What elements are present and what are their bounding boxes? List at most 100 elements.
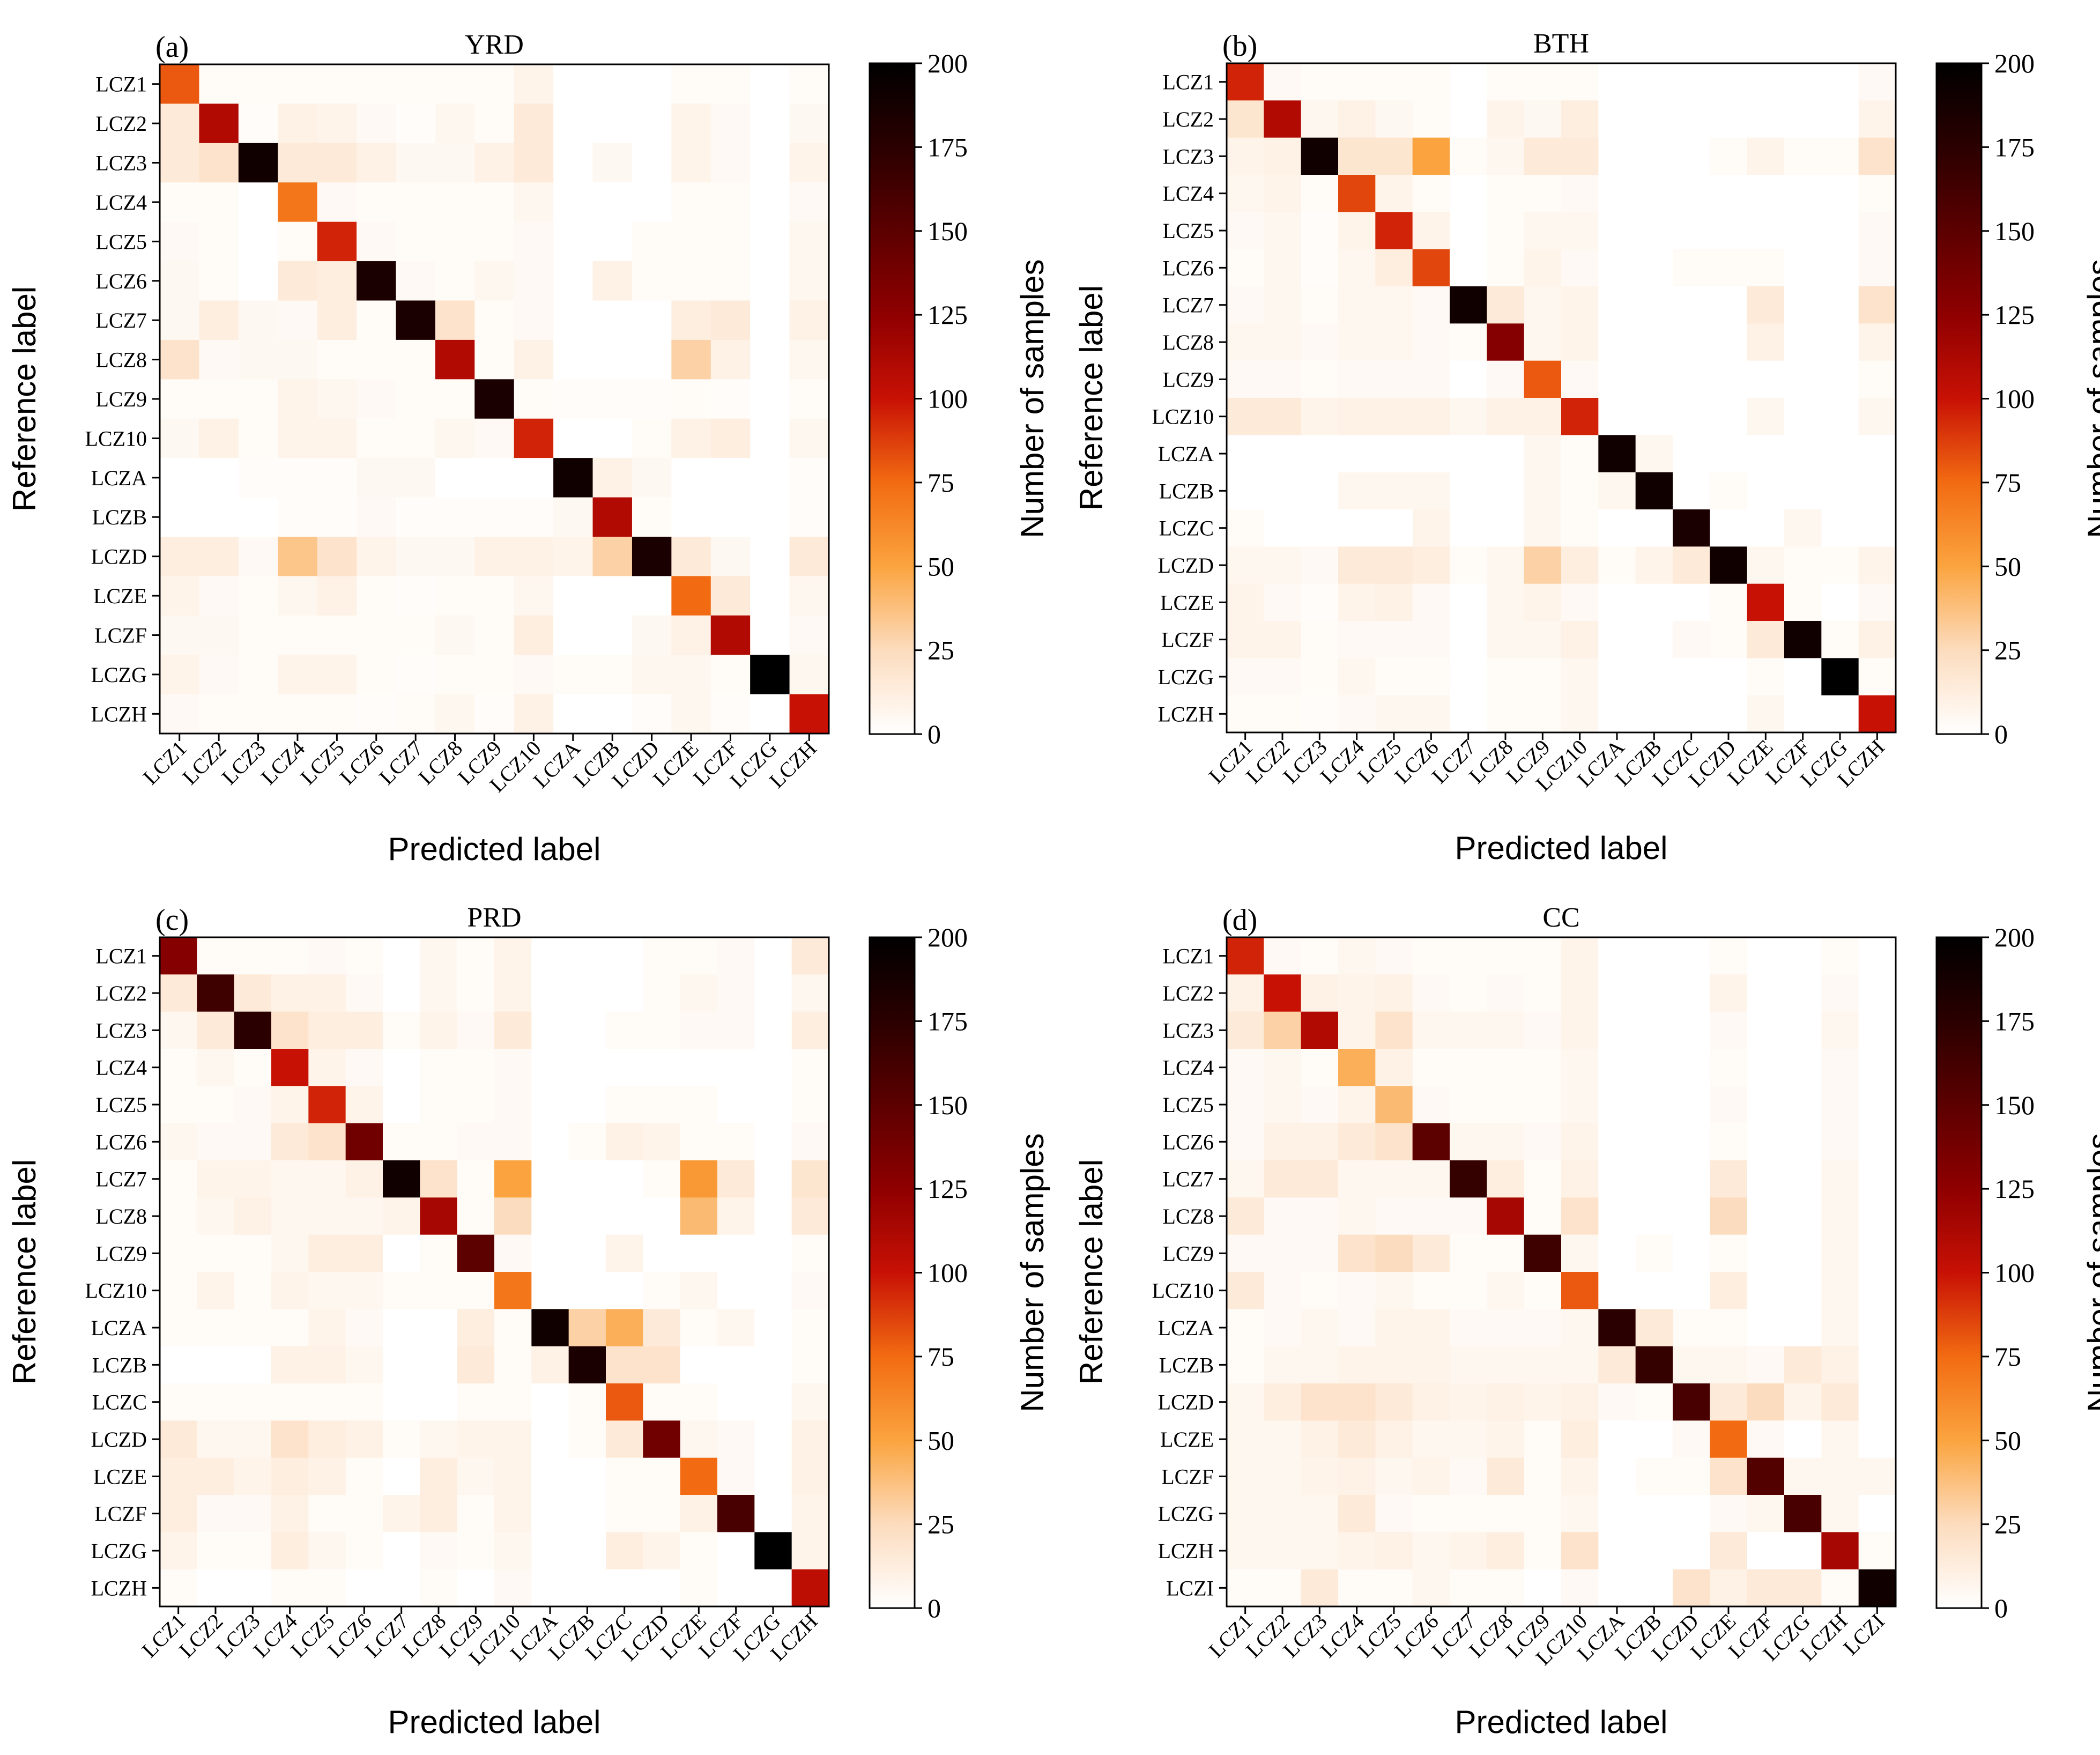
heatmap-cell	[643, 974, 681, 1012]
y-tick-label: LCZ4	[95, 1056, 147, 1080]
heatmap-cell	[271, 1049, 309, 1086]
heatmap-cell	[791, 1011, 829, 1049]
heatmap-cell	[1412, 1234, 1450, 1272]
heatmap-cell	[791, 1272, 829, 1309]
heatmap-cell	[1561, 137, 1599, 175]
heatmap-cell	[1561, 435, 1599, 473]
heatmap-cell	[592, 182, 633, 223]
heatmap-cell	[1375, 937, 1413, 975]
heatmap-cell	[1747, 1272, 1785, 1309]
x-tick-label: LCZ3	[217, 736, 270, 789]
heatmap-cell	[1673, 175, 1710, 212]
heatmap-cell	[1561, 1495, 1599, 1532]
colorbar-tick-label: 50	[1994, 1425, 2021, 1455]
y-tick-label: LCZB	[92, 505, 147, 529]
y-tick-label: LCZ5	[1162, 1093, 1214, 1117]
heatmap-cell	[514, 221, 554, 262]
heatmap-cell	[1338, 100, 1376, 138]
heatmap-cell	[1487, 695, 1525, 733]
heatmap-cell	[606, 1532, 643, 1570]
heatmap-cell	[710, 655, 751, 695]
heatmap-cell	[1450, 1495, 1487, 1532]
heatmap-cell	[1301, 360, 1339, 398]
heatmap-cell	[160, 1569, 197, 1607]
heatmap-cell	[1561, 695, 1599, 733]
heatmap-cell	[435, 458, 475, 498]
heatmap-cell	[1561, 1086, 1599, 1124]
heatmap-cell	[494, 1272, 532, 1309]
heatmap-cell	[308, 1049, 346, 1086]
heatmap-cell	[396, 458, 436, 498]
heatmap-cell	[592, 143, 633, 183]
heatmap-cell	[592, 497, 633, 537]
y-tick-label: LCZF	[1161, 1464, 1214, 1489]
heatmap-cell	[197, 1420, 235, 1458]
heatmap-cell	[592, 103, 633, 144]
heatmap-cell	[345, 937, 383, 975]
heatmap-cell	[671, 182, 711, 223]
heatmap-cell	[1635, 546, 1673, 584]
heatmap-cell	[457, 1086, 495, 1124]
heatmap-cell	[1264, 546, 1302, 584]
heatmap-cell	[1487, 212, 1525, 250]
heatmap-cell	[1338, 360, 1376, 398]
heatmap-cell	[1784, 1086, 1822, 1124]
heatmap-cell	[754, 1197, 792, 1235]
plot-frame	[159, 936, 830, 1608]
heatmap-cell	[1524, 1197, 1562, 1235]
heatmap-cell	[1635, 621, 1673, 658]
heatmap-cell	[1264, 974, 1302, 1012]
heatmap-cell	[278, 576, 318, 616]
heatmap-cell	[1821, 175, 1859, 212]
heatmap-cell	[457, 937, 495, 975]
heatmap-cell	[1375, 974, 1413, 1012]
heatmap-cell	[531, 1346, 569, 1384]
heatmap-cell	[1524, 1532, 1562, 1570]
heatmap-cell	[474, 536, 515, 576]
heatmap-cell	[420, 1346, 458, 1384]
heatmap-cell	[514, 339, 554, 380]
heatmap-cell	[1412, 435, 1450, 473]
heatmap-cell	[1598, 546, 1636, 584]
heatmap-cell	[1635, 1420, 1673, 1458]
heatmap-cell	[568, 1086, 606, 1124]
heatmap-cell	[1747, 621, 1785, 658]
heatmap-cell	[317, 64, 357, 105]
heatmap-cell	[1227, 286, 1264, 324]
colorbar-tick-label: 50	[927, 551, 954, 581]
heatmap-cell	[1673, 937, 1710, 975]
heatmap-cell	[791, 1420, 829, 1458]
heatmap-cell	[197, 1197, 235, 1235]
colorbar-tick-label: 200	[1994, 48, 2035, 78]
heatmap-cell	[568, 937, 606, 975]
heatmap-cell	[197, 937, 235, 975]
heatmap-cell	[1450, 621, 1487, 658]
heatmap-cell	[278, 497, 318, 537]
heatmap-cell	[1821, 937, 1859, 975]
heatmap-cell	[680, 1160, 718, 1198]
y-tick-label: LCZA	[91, 1316, 147, 1340]
x-tick-label: LCZ6	[1390, 735, 1443, 788]
heatmap-cell	[1264, 1569, 1302, 1607]
heatmap-cell	[271, 1532, 309, 1570]
heatmap-cell	[357, 103, 397, 144]
heatmap-cell	[383, 1569, 420, 1607]
heatmap-cell	[199, 379, 239, 419]
panel-letter: (b)	[1222, 29, 1257, 63]
heatmap-cell	[238, 379, 278, 419]
heatmap-cell	[1784, 360, 1822, 398]
heatmap-cell	[383, 1123, 420, 1161]
heatmap-cell	[592, 418, 633, 458]
heatmap-cell	[643, 1234, 681, 1272]
heatmap-cell	[1635, 1011, 1673, 1049]
heatmap-cell	[1487, 509, 1525, 547]
heatmap-cell	[357, 379, 397, 419]
heatmap-cell	[789, 379, 829, 419]
colorbar-label: Number of samples	[1014, 259, 1050, 538]
heatmap-cell	[717, 1086, 755, 1124]
heatmap-cell	[199, 221, 239, 262]
y-tick-label: LCZA	[1158, 442, 1214, 466]
heatmap-cell	[457, 1420, 495, 1458]
heatmap-cell	[750, 458, 790, 498]
heatmap-cell	[1338, 1086, 1376, 1124]
